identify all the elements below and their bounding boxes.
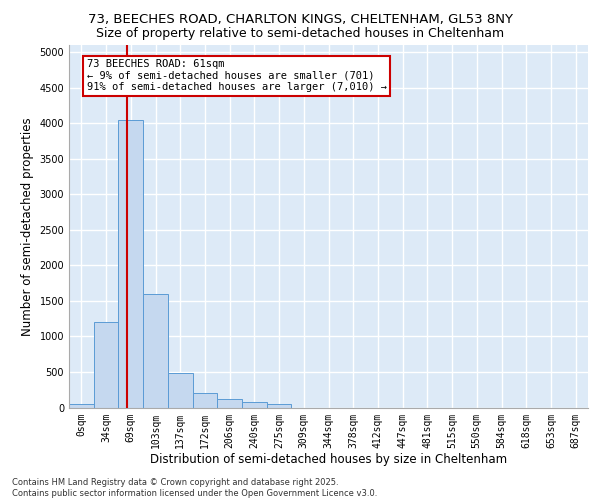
Bar xyxy=(118,120,143,408)
X-axis label: Distribution of semi-detached houses by size in Cheltenham: Distribution of semi-detached houses by … xyxy=(150,453,507,466)
Bar xyxy=(168,374,193,408)
Bar xyxy=(69,404,94,407)
Text: Size of property relative to semi-detached houses in Cheltenham: Size of property relative to semi-detach… xyxy=(96,28,504,40)
Bar xyxy=(94,322,118,408)
Text: 73 BEECHES ROAD: 61sqm
← 9% of semi-detached houses are smaller (701)
91% of sem: 73 BEECHES ROAD: 61sqm ← 9% of semi-deta… xyxy=(87,59,387,92)
Bar xyxy=(217,399,242,407)
Bar xyxy=(193,394,217,407)
Text: Contains HM Land Registry data © Crown copyright and database right 2025.
Contai: Contains HM Land Registry data © Crown c… xyxy=(12,478,377,498)
Bar xyxy=(242,402,267,407)
Text: 73, BEECHES ROAD, CHARLTON KINGS, CHELTENHAM, GL53 8NY: 73, BEECHES ROAD, CHARLTON KINGS, CHELTE… xyxy=(88,12,512,26)
Y-axis label: Number of semi-detached properties: Number of semi-detached properties xyxy=(21,117,34,336)
Bar xyxy=(143,294,168,408)
Bar xyxy=(267,404,292,407)
